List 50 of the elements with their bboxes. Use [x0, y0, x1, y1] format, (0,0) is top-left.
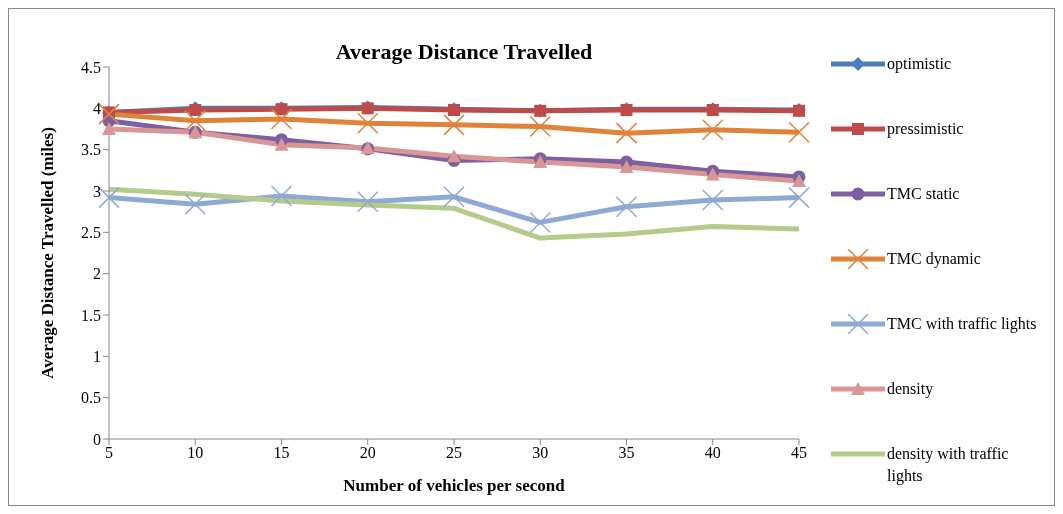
- x-tick-label: 15: [273, 444, 290, 462]
- point: [529, 211, 551, 234]
- y-axis-title: Average Distance Travelled (miles): [38, 127, 58, 379]
- point: [270, 108, 293, 130]
- point: [702, 189, 724, 211]
- x-tick-label: 5: [105, 444, 113, 462]
- legend-label: TMC with traffic lights: [887, 314, 1037, 335]
- x-tick-label: 10: [187, 444, 204, 462]
- legend-label: density with traffic lights: [887, 444, 1010, 487]
- point: [702, 119, 724, 141]
- chart-title: Average Distance Travelled: [335, 39, 593, 64]
- legend-label: density: [887, 379, 935, 400]
- point: [788, 121, 810, 144]
- y-tick-label: 0: [93, 430, 101, 448]
- point: [447, 149, 461, 163]
- point: [788, 186, 810, 209]
- x-axis-title: Number of vehicles per second: [343, 476, 566, 495]
- point: [615, 195, 638, 218]
- point: [184, 109, 206, 132]
- x-tick-label: 35: [618, 444, 635, 462]
- legend-label: TMC dynamic: [887, 249, 982, 270]
- y-tick-label: 0.5: [81, 389, 101, 407]
- point: [615, 122, 638, 144]
- point: [102, 122, 116, 135]
- x-tick-label: 30: [532, 444, 549, 462]
- point: [357, 112, 379, 134]
- y-tick-label: 4: [93, 100, 101, 118]
- x-tick-label: 20: [359, 444, 376, 462]
- point: [443, 114, 465, 136]
- x-tick-label: 40: [704, 444, 721, 462]
- point: [619, 160, 634, 174]
- y-tick-label: 3.5: [81, 141, 101, 159]
- point: [274, 137, 289, 151]
- point: [184, 193, 206, 215]
- point: [357, 191, 379, 213]
- legend-label: TMC static: [887, 184, 961, 204]
- y-tick-label: 1.5: [81, 306, 101, 324]
- point: [529, 115, 551, 138]
- y-tick-label: 2.5: [81, 224, 101, 242]
- y-tick-label: 4.5: [81, 58, 101, 76]
- y-tick-label: 1: [93, 348, 101, 366]
- point: [443, 186, 465, 208]
- x-tick-label: 45: [791, 444, 807, 462]
- legend-label: pressimistic: [887, 119, 965, 140]
- y-tick-label: 2: [93, 265, 101, 283]
- legend-label: optimistic: [887, 54, 952, 75]
- point: [270, 185, 293, 207]
- x-tick-label: 25: [446, 444, 462, 462]
- point: [792, 174, 806, 188]
- y-tick-label: 3: [93, 182, 101, 200]
